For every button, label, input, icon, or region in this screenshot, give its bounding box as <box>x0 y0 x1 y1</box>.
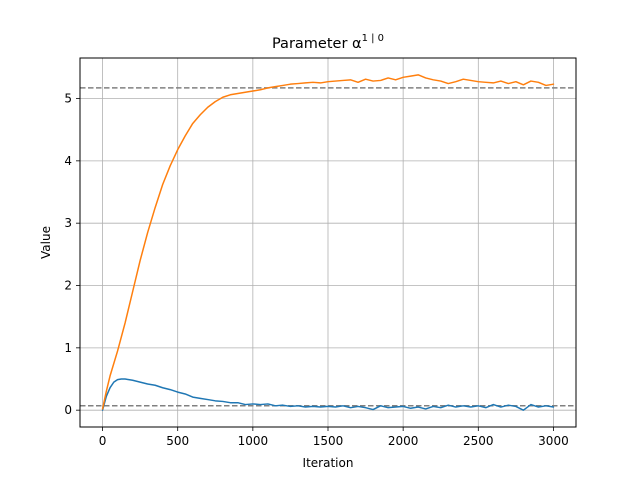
y-axis-label: Value <box>39 226 53 259</box>
x-tick-label: 1000 <box>238 434 269 448</box>
axis-ticks: 0 500 1000 1500 2000 2500 3000 0 1 2 3 4 5 <box>64 92 568 448</box>
series-line-2 <box>101 74 555 410</box>
x-axis-label: Iteration <box>303 456 354 470</box>
y-tick-label: 5 <box>64 92 72 106</box>
x-tick-label: 500 <box>166 434 189 448</box>
series-lines <box>101 74 555 411</box>
y-tick-label: 0 <box>64 403 72 417</box>
y-tick-label: 1 <box>64 341 72 355</box>
chart-title: Parameter α1 | 0 <box>272 33 384 52</box>
series-line-1 <box>101 378 555 411</box>
grid <box>80 58 576 427</box>
y-tick-label: 4 <box>64 154 72 168</box>
x-tick-label: 3000 <box>538 434 569 448</box>
y-tick-label: 2 <box>64 279 72 293</box>
x-tick-label: 0 <box>99 434 107 448</box>
y-tick-label: 3 <box>64 216 72 230</box>
x-tick-label: 2500 <box>463 434 494 448</box>
x-tick-label: 1500 <box>313 434 344 448</box>
x-tick-label: 2000 <box>388 434 419 448</box>
